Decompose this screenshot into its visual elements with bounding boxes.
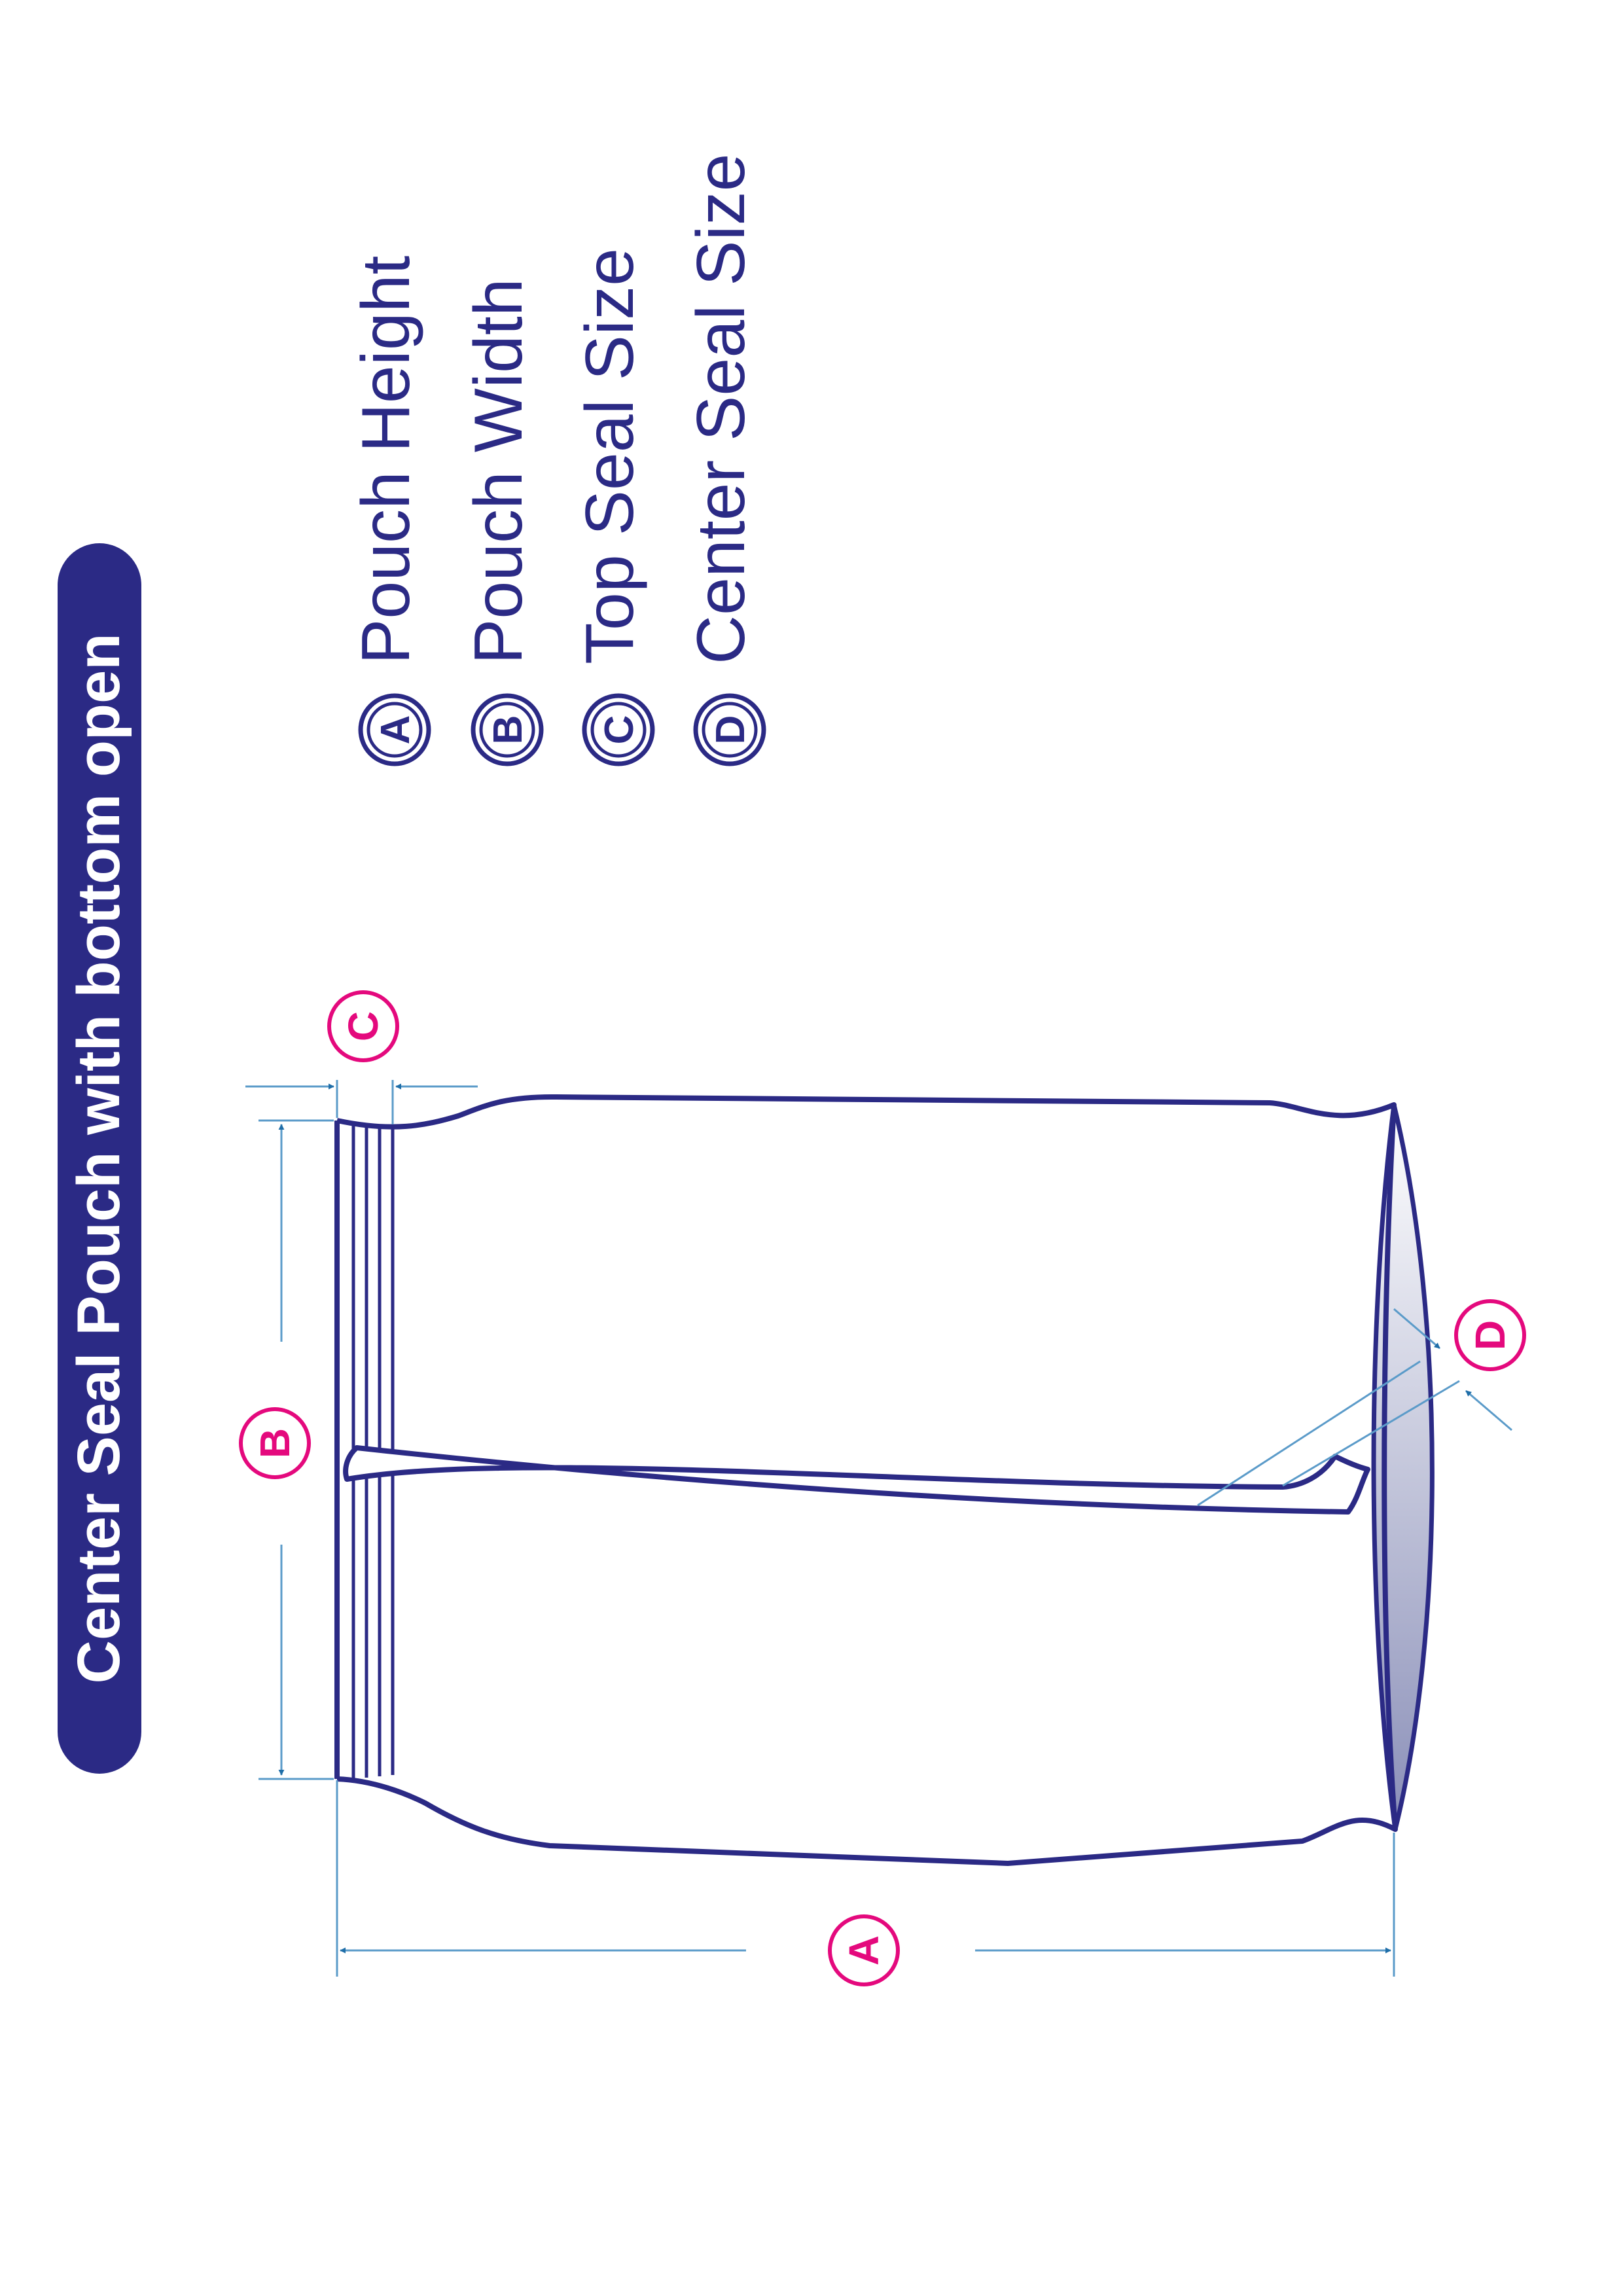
legend-a-inner-ring [366,702,423,758]
legend-label-center-seal-size: Center Seal Size [683,154,759,664]
legend-d-outer-ring [693,693,766,766]
marker-c-circle [327,990,399,1062]
legend-b-outer-ring [471,693,544,766]
marker-a-circle [828,1914,900,1986]
marker-b-letter: B [251,1428,298,1458]
legend-d-inner-ring [702,702,758,758]
marker-d-circle [1454,1299,1526,1371]
dimension-c: C [245,990,478,1124]
legend-label-pouch-height: Pouch Height [348,255,424,664]
legend: A Pouch Height B Pouch Width C Top Seal … [348,154,766,766]
legend-c-outer-ring [582,693,655,766]
dimension-b: B [239,1119,334,1780]
title-banner: Center Seal Pouch with bottom open [58,543,141,1774]
legend-item-a: A Pouch Height [348,255,431,766]
legend-letter-b: B [486,715,531,745]
marker-c-letter: C [340,1011,387,1041]
legend-b-inner-ring [479,702,535,758]
page-title: Center Seal Pouch with bottom open [65,634,132,1684]
legend-item-d: D Center Seal Size [683,154,766,766]
legend-label-pouch-width: Pouch Width [461,278,537,664]
legend-letter-c: C [597,715,642,745]
marker-b-circle [239,1407,311,1479]
dim-d-leader-upper [1197,1360,1421,1507]
legend-letter-d: D [708,715,753,745]
legend-label-top-seal-size: Top Seal Size [572,248,648,664]
dim-d-arrow-upper [1393,1308,1440,1350]
legend-letter-a: A [373,715,418,745]
dimension-d: D [1197,1299,1526,1507]
legend-a-outer-ring [358,693,431,766]
marker-d-letter: D [1467,1320,1514,1350]
legend-item-b: B Pouch Width [461,278,544,766]
legend-item-c: C Top Seal Size [572,248,655,766]
marker-a-letter: A [840,1935,887,1965]
title-banner-bg [58,543,141,1774]
pouch-drawing [334,1094,1435,1866]
dim-d-leader-lower [1282,1380,1460,1487]
center-seal [343,1445,1370,1515]
pouch-outline [336,1094,1398,1866]
dimension-a: A [336,1780,1395,1986]
legend-c-inner-ring [590,702,647,758]
dim-d-arrow-lower [1465,1390,1512,1431]
